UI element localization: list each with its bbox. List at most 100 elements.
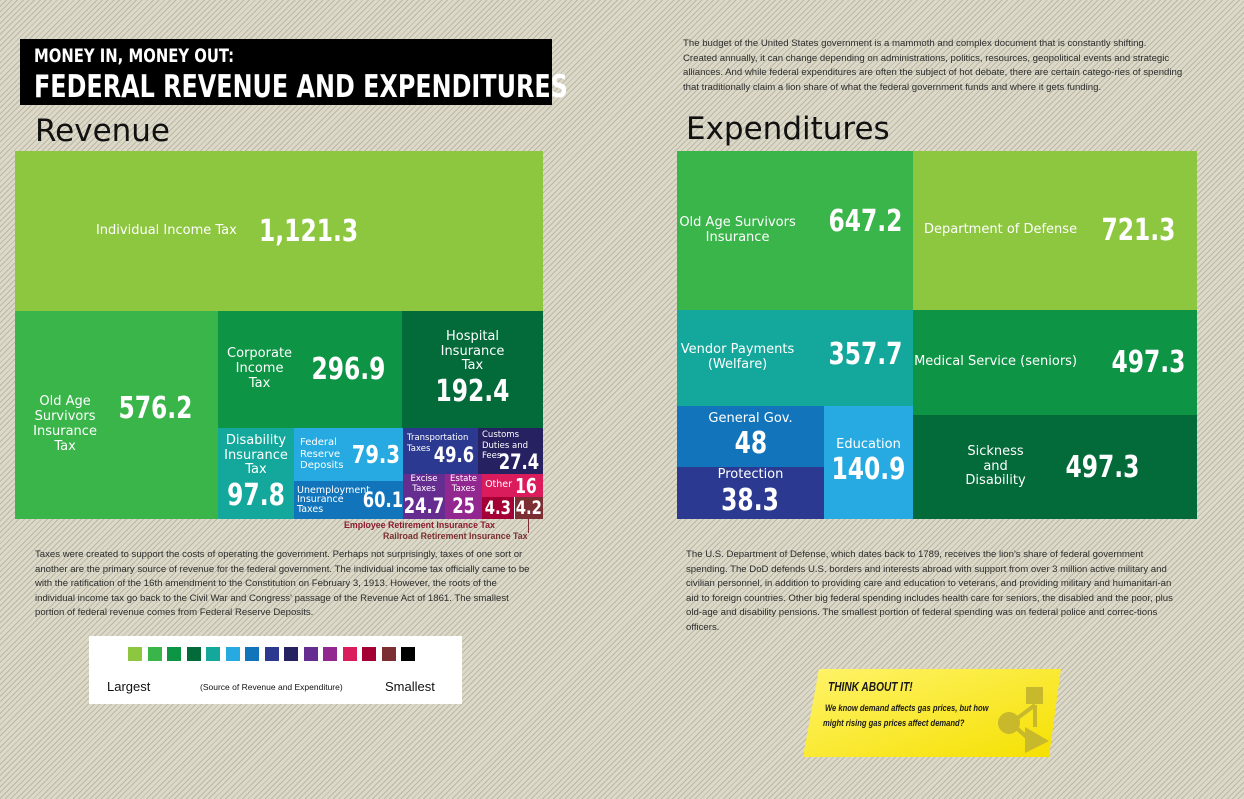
tile-sickness-and-disability: Sickness and Disability 497.3 bbox=[913, 415, 1197, 519]
legend-swatch bbox=[128, 647, 142, 661]
tile-vendor-payments: Vendor Payments (Welfare) 357.7 bbox=[677, 310, 913, 406]
tile-hospital-insurance-tax: Hospital Insurance Tax 192.4 bbox=[402, 311, 543, 428]
tile-label: Customs Duties and Fees bbox=[482, 430, 528, 462]
legend-swatch bbox=[303, 647, 318, 661]
tile-label: Transportation Taxes bbox=[407, 433, 469, 455]
tile-railroad-retirement-insurance-tax: 4.2 bbox=[514, 497, 543, 519]
tile-value: 79.3 bbox=[352, 440, 401, 469]
tile-value: 48 bbox=[734, 426, 767, 462]
tile-label: Corporate Income Tax bbox=[227, 346, 293, 391]
legend-swatch bbox=[362, 647, 376, 661]
tile-value: 4.2 bbox=[515, 497, 543, 519]
tile-value: 192.4 bbox=[435, 374, 510, 410]
tile-value: 27.4 bbox=[498, 450, 540, 474]
expenditures-heading: Expenditures bbox=[686, 111, 890, 147]
tile-value: 497.3 bbox=[1064, 449, 1140, 485]
tile-label: Education bbox=[836, 436, 901, 452]
expenditure-paragraph: The U.S. Department of Defense, which da… bbox=[686, 549, 1173, 633]
legend-swatch bbox=[381, 647, 396, 661]
tile-medical-service: Medical Service (seniors) 497.3 bbox=[913, 310, 1197, 415]
tile-value: 16 bbox=[515, 474, 537, 497]
tile-individual-income-tax: Individual Income Tax 1,121.3 bbox=[15, 151, 543, 311]
tile-disability-insurance-tax: Disability Insurance Tax 97.8 bbox=[218, 428, 294, 519]
callout-background bbox=[803, 669, 1061, 757]
think-about-it-callout: THINK ABOUT IT! We know demand affects g… bbox=[803, 669, 1061, 757]
tile-label: Federal Reserve Deposits bbox=[300, 437, 344, 472]
tile-value: 38.3 bbox=[721, 482, 780, 518]
tile-label: Medical Service (seniors) bbox=[914, 354, 1078, 370]
tile-value: 97.8 bbox=[227, 478, 285, 514]
tile-label: Excise Taxes bbox=[410, 474, 438, 494]
legend-swatch bbox=[245, 647, 259, 661]
legend-caption: (Source of Revenue and Expenditure) bbox=[200, 682, 343, 692]
tile-value: 296.9 bbox=[310, 352, 386, 387]
page-title-banner: MONEY IN, MONEY OUT: FEDERAL REVENUE AND… bbox=[20, 39, 568, 105]
tile-value: 721.3 bbox=[1101, 213, 1176, 248]
tile-label: Old Age Survivors Insurance Tax bbox=[33, 394, 97, 454]
tile-label: Estate Taxes bbox=[450, 474, 477, 494]
tile-value: 24.7 bbox=[403, 494, 445, 519]
color-legend: Largest (Source of Revenue and Expenditu… bbox=[89, 636, 462, 704]
callout-line-2: might rising gas prices affect demand? bbox=[823, 718, 965, 729]
legend-swatch bbox=[225, 647, 240, 661]
revenue-paragraph: Taxes were created to support the costs … bbox=[35, 549, 530, 619]
tile-label: Department of Defense bbox=[924, 222, 1078, 238]
revenue-heading: Revenue bbox=[35, 113, 171, 149]
tile-value: 576.2 bbox=[118, 390, 193, 426]
legend-largest-label: Largest bbox=[107, 679, 151, 694]
tile-label: Vendor Payments (Welfare) bbox=[680, 342, 795, 372]
tile-old-age-survivors-insurance-tax: Old Age Survivors Insurance Tax 576.2 bbox=[15, 311, 218, 519]
tile-value: 25 bbox=[452, 494, 475, 519]
tile-value: 1,121.3 bbox=[258, 213, 359, 249]
tile-value: 497.3 bbox=[1111, 345, 1186, 380]
legend-swatch bbox=[147, 647, 162, 661]
tile-corporate-income-tax: Corporate Income Tax 296.9 bbox=[218, 311, 402, 428]
legend-swatch bbox=[323, 647, 337, 661]
tile-other: Other 16 bbox=[482, 474, 543, 497]
tile-transportation-taxes: Transportation Taxes 49.6 bbox=[403, 428, 478, 474]
tile-estate-taxes: Estate Taxes 25 bbox=[445, 474, 482, 519]
title-line-2: FEDERAL REVENUE AND EXPENDITURES bbox=[34, 69, 568, 105]
tile-label: Hospital Insurance Tax bbox=[440, 328, 505, 374]
legend-swatch bbox=[284, 647, 298, 661]
tile-protection: Protection 38.3 bbox=[677, 467, 824, 519]
tile-federal-reserve-deposits: Federal Reserve Deposits 79.3 bbox=[294, 428, 403, 481]
tile-label: General Gov. bbox=[708, 410, 793, 426]
legend-smallest-label: Smallest bbox=[385, 679, 435, 694]
tile-department-of-defense: Department of Defense 721.3 bbox=[913, 151, 1197, 310]
tile-label: Old Age Survivors Insurance bbox=[679, 214, 796, 245]
tile-value: 140.9 bbox=[831, 452, 906, 488]
tile-value: 4.3 bbox=[484, 497, 512, 519]
legend-swatch bbox=[186, 647, 201, 661]
legend-swatch bbox=[401, 647, 415, 661]
tile-label: Individual Income Tax bbox=[95, 222, 237, 238]
callout-railroad-retirement: Railroad Retirement Insurance Tax bbox=[383, 531, 528, 541]
tile-value: 357.7 bbox=[828, 336, 903, 372]
cycle-diagram-icon bbox=[998, 687, 1049, 753]
legend-swatch bbox=[206, 647, 220, 661]
tile-excise-taxes: Excise Taxes 24.7 bbox=[403, 474, 445, 519]
tile-general-gov: General Gov. 48 bbox=[677, 406, 824, 467]
callout-leader-line bbox=[528, 519, 529, 533]
callout-line-1: We know demand affects gas prices, but h… bbox=[825, 703, 989, 714]
tile-old-age-survivors-insurance: Old Age Survivors Insurance 647.2 bbox=[677, 151, 913, 310]
tile-label: Disability Insurance Tax bbox=[224, 432, 288, 478]
tile-employee-retirement-insurance-tax: 4.3 bbox=[482, 497, 514, 519]
callout-heading: THINK ABOUT IT! bbox=[828, 679, 913, 694]
callout-employee-retirement: Employee Retirement Insurance Tax bbox=[344, 520, 495, 530]
tile-label: Sickness and Disability bbox=[965, 443, 1026, 489]
legend-swatch bbox=[264, 647, 279, 661]
tile-value: 60.1 bbox=[362, 488, 403, 512]
tile-customs-duties-and-fees: Customs Duties and Fees 27.4 bbox=[478, 428, 543, 474]
tile-label: Unemployment Insurance Taxes bbox=[297, 484, 371, 515]
tile-value: 49.6 bbox=[433, 443, 475, 467]
intro-paragraph: The budget of the United States governme… bbox=[683, 38, 1183, 93]
tile-value: 647.2 bbox=[828, 204, 903, 239]
legend-swatch bbox=[342, 647, 357, 661]
tile-label: Other bbox=[485, 479, 513, 491]
tile-unemployment-insurance-taxes: Unemployment Insurance Taxes 60.1 bbox=[294, 481, 403, 519]
tile-label: Protection bbox=[717, 467, 784, 483]
title-line-1: MONEY IN, MONEY OUT: bbox=[34, 45, 235, 67]
tile-education: Education 140.9 bbox=[824, 406, 913, 519]
legend-swatch bbox=[167, 647, 181, 661]
